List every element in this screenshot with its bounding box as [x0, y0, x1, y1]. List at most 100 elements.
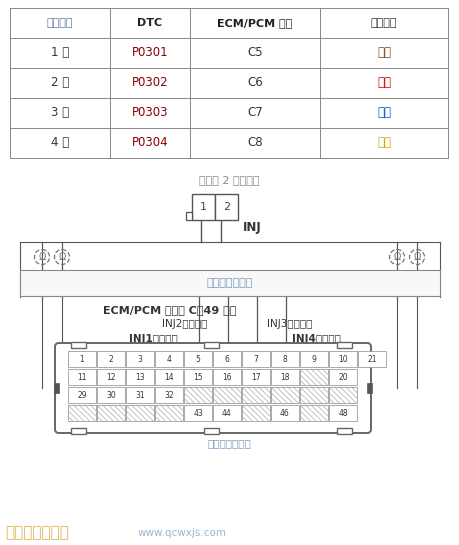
Bar: [184, 369, 212, 385]
Text: P0304: P0304: [132, 136, 168, 149]
Text: 48: 48: [338, 409, 348, 417]
Bar: [186, 212, 192, 220]
Bar: [271, 369, 299, 385]
Text: 15: 15: [193, 372, 203, 381]
Text: 20: 20: [338, 372, 348, 381]
Text: 黄色: 黄色: [377, 136, 391, 149]
Bar: [97, 369, 125, 385]
Text: ECM/PCM 端子: ECM/PCM 端子: [218, 18, 293, 28]
Text: 闭端子的线束侧: 闭端子的线束侧: [207, 278, 253, 288]
Text: 32: 32: [164, 391, 174, 399]
Text: Ω: Ω: [38, 252, 46, 262]
Text: 1: 1: [79, 354, 84, 364]
Bar: [367, 383, 372, 393]
Bar: [54, 383, 59, 393]
Text: ECM/PCM 插接器 C（49 针）: ECM/PCM 插接器 C（49 针）: [103, 305, 236, 315]
Text: 2: 2: [223, 202, 230, 212]
Bar: [97, 405, 125, 421]
Bar: [213, 369, 241, 385]
Bar: [126, 369, 154, 385]
Text: 4 号: 4 号: [51, 136, 69, 149]
Bar: [97, 351, 125, 367]
Bar: [204, 428, 219, 434]
Bar: [71, 428, 86, 434]
Bar: [329, 369, 357, 385]
Bar: [192, 194, 215, 220]
Text: Ω: Ω: [58, 252, 66, 262]
Text: 44: 44: [222, 409, 232, 417]
Bar: [271, 387, 299, 403]
Text: 红色: 红色: [377, 76, 391, 89]
Bar: [155, 405, 183, 421]
Bar: [126, 387, 154, 403]
Text: 8: 8: [283, 354, 287, 364]
Text: 1 号: 1 号: [51, 46, 69, 59]
Bar: [68, 405, 96, 421]
Bar: [300, 405, 328, 421]
Text: C8: C8: [247, 136, 263, 149]
Text: 汽车维修技术网: 汽车维修技术网: [5, 525, 69, 541]
Text: 31: 31: [135, 391, 145, 399]
Text: INJ3（蓝色）: INJ3（蓝色）: [267, 319, 313, 329]
Text: Ω: Ω: [413, 252, 421, 262]
Text: 13: 13: [135, 372, 145, 381]
Bar: [242, 351, 270, 367]
Text: 21: 21: [367, 354, 377, 364]
Text: 5: 5: [196, 354, 201, 364]
Text: 7: 7: [253, 354, 258, 364]
Text: 30: 30: [106, 391, 116, 399]
Bar: [337, 342, 352, 348]
Bar: [97, 387, 125, 403]
Bar: [242, 369, 270, 385]
Bar: [20, 270, 440, 296]
Text: 11: 11: [77, 372, 87, 381]
Text: INJ: INJ: [243, 221, 262, 234]
Text: 43: 43: [193, 409, 203, 417]
Text: 3: 3: [138, 354, 142, 364]
Text: INJ2（红色）: INJ2（红色）: [162, 319, 207, 329]
Bar: [213, 387, 241, 403]
Text: 2 号: 2 号: [51, 76, 69, 89]
Bar: [337, 428, 352, 434]
Bar: [184, 351, 212, 367]
Bar: [213, 405, 241, 421]
Text: 故障气缸: 故障气缸: [47, 18, 73, 28]
Text: C7: C7: [247, 106, 263, 119]
Bar: [68, 351, 96, 367]
Text: 2: 2: [109, 354, 113, 364]
Text: 29: 29: [77, 391, 87, 399]
Text: 闭端子的端子侧: 闭端子的端子侧: [207, 438, 251, 448]
Text: INJ1（棕色）: INJ1（棕色）: [129, 334, 177, 344]
Text: 17: 17: [251, 372, 261, 381]
Bar: [155, 369, 183, 385]
Text: DTC: DTC: [137, 18, 162, 28]
Text: P0301: P0301: [132, 46, 168, 59]
Bar: [184, 387, 212, 403]
Bar: [271, 351, 299, 367]
Text: 1: 1: [200, 202, 207, 212]
Bar: [329, 387, 357, 403]
Text: 棕色: 棕色: [377, 46, 391, 59]
Bar: [68, 387, 96, 403]
Text: 18: 18: [280, 372, 290, 381]
Bar: [358, 351, 386, 367]
Text: 6: 6: [224, 354, 230, 364]
Text: www.qcwxjs.com: www.qcwxjs.com: [138, 528, 227, 538]
Text: Ω: Ω: [393, 252, 401, 262]
Bar: [126, 351, 154, 367]
Bar: [242, 387, 270, 403]
Bar: [204, 342, 219, 348]
Text: 4: 4: [167, 354, 172, 364]
Bar: [126, 405, 154, 421]
Text: INJ4（黄色）: INJ4（黄色）: [291, 334, 341, 344]
Text: 14: 14: [164, 372, 174, 381]
Bar: [213, 351, 241, 367]
Bar: [71, 342, 86, 348]
Bar: [155, 351, 183, 367]
Bar: [300, 387, 328, 403]
Text: C6: C6: [247, 76, 263, 89]
Text: C5: C5: [247, 46, 263, 59]
Bar: [184, 405, 212, 421]
Text: 喷油器 2 针插接器: 喷油器 2 针插接器: [199, 175, 259, 185]
Bar: [215, 194, 238, 220]
